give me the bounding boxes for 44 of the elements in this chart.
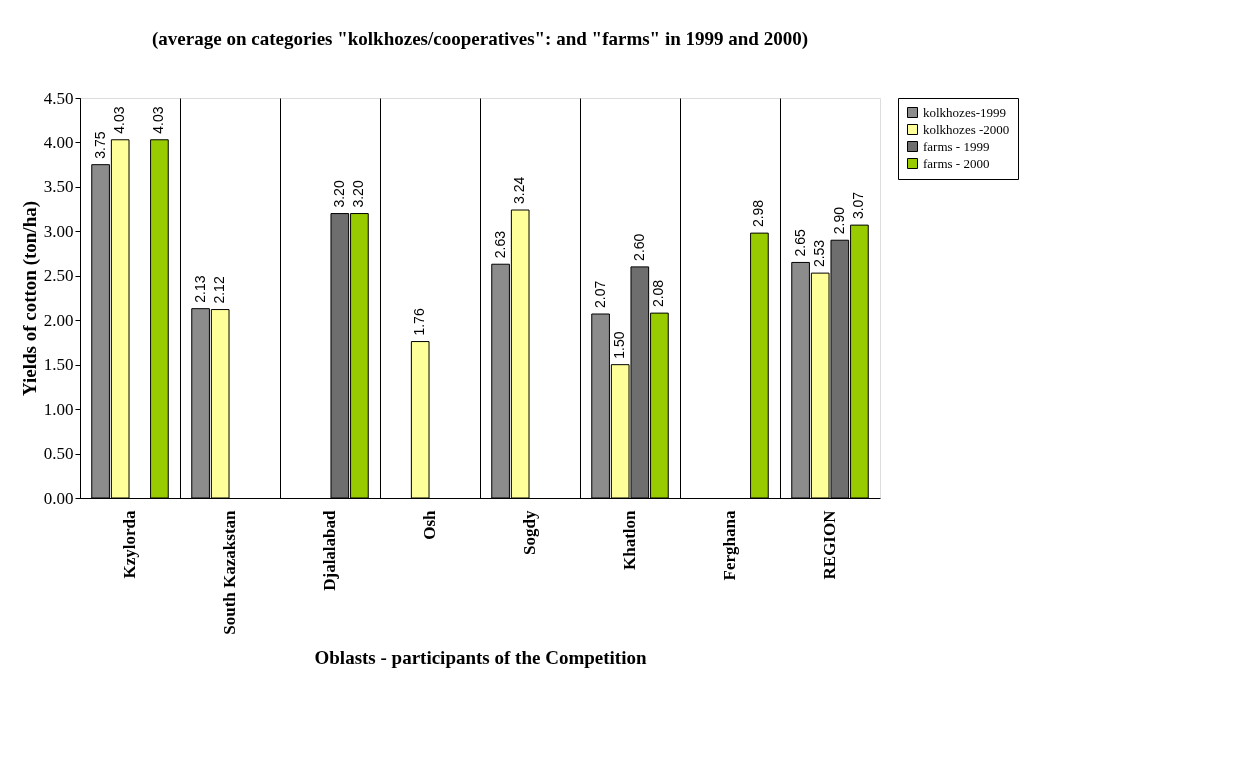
data-label: 2.60 xyxy=(630,233,647,261)
data-label: 2.63 xyxy=(491,230,508,259)
y-tick-label: 3.50 xyxy=(43,177,74,197)
data-label: 3.07 xyxy=(850,191,867,220)
data-label: 2.65 xyxy=(791,228,808,257)
legend-label: kolkhozes-1999 xyxy=(923,104,1007,120)
data-label: 3.20 xyxy=(330,180,347,208)
data-label: 2.98 xyxy=(750,199,767,228)
data-label: 1.50 xyxy=(611,331,628,359)
y-tick-label: 2.00 xyxy=(43,310,74,330)
legend-label: farms - 1999 xyxy=(923,138,990,154)
data-label: 4.03 xyxy=(150,106,167,134)
y-tick-label: 0.00 xyxy=(43,488,74,508)
x-tick-label: Kzylorda xyxy=(120,510,139,579)
y-tick-label: 1.50 xyxy=(43,355,74,375)
data-label: 1.76 xyxy=(411,308,428,336)
chart-title: (average on categories "kolkhozes/cooperatives": and "farms" in 1999 and 2000) xyxy=(152,28,808,50)
data-label: 2.53 xyxy=(811,239,828,268)
y-tick-label: 4.00 xyxy=(43,132,74,152)
data-label: 4.03 xyxy=(111,106,128,134)
y-tick-label: 4.50 xyxy=(43,88,74,108)
y-tick-label: 0.50 xyxy=(43,444,74,464)
y-axis-title: Yields of cotton (ton/ha) xyxy=(18,200,41,397)
x-tick-label: Ferghana xyxy=(720,510,739,581)
x-axis-title: Oblasts - participants of the Competition xyxy=(314,646,647,668)
x-tick-label: Djalalabad xyxy=(320,509,339,591)
data-label: 3.24 xyxy=(511,176,528,204)
y-tick-label: 1.00 xyxy=(43,399,74,419)
x-tick-label: Khatlon xyxy=(620,509,639,571)
x-tick-label: South Kazakstan xyxy=(220,509,239,635)
data-label: 2.90 xyxy=(830,206,847,235)
data-label: 2.12 xyxy=(211,276,228,304)
legend-label: kolkhozes -2000 xyxy=(923,121,1010,137)
data-label: 3.20 xyxy=(350,180,367,208)
x-tick-label: Sogdy xyxy=(520,510,539,555)
legend-label: farms - 2000 xyxy=(923,155,990,171)
y-tick-label: 2.50 xyxy=(43,266,74,286)
data-label: 2.07 xyxy=(591,280,608,308)
data-label: 3.75 xyxy=(91,131,108,159)
y-tick-label: 3.00 xyxy=(43,221,74,241)
x-tick-label: Osh xyxy=(420,509,439,540)
data-label: 2.08 xyxy=(650,279,667,308)
x-tick-label: REGION xyxy=(820,509,839,580)
data-label: 2.13 xyxy=(191,275,208,303)
